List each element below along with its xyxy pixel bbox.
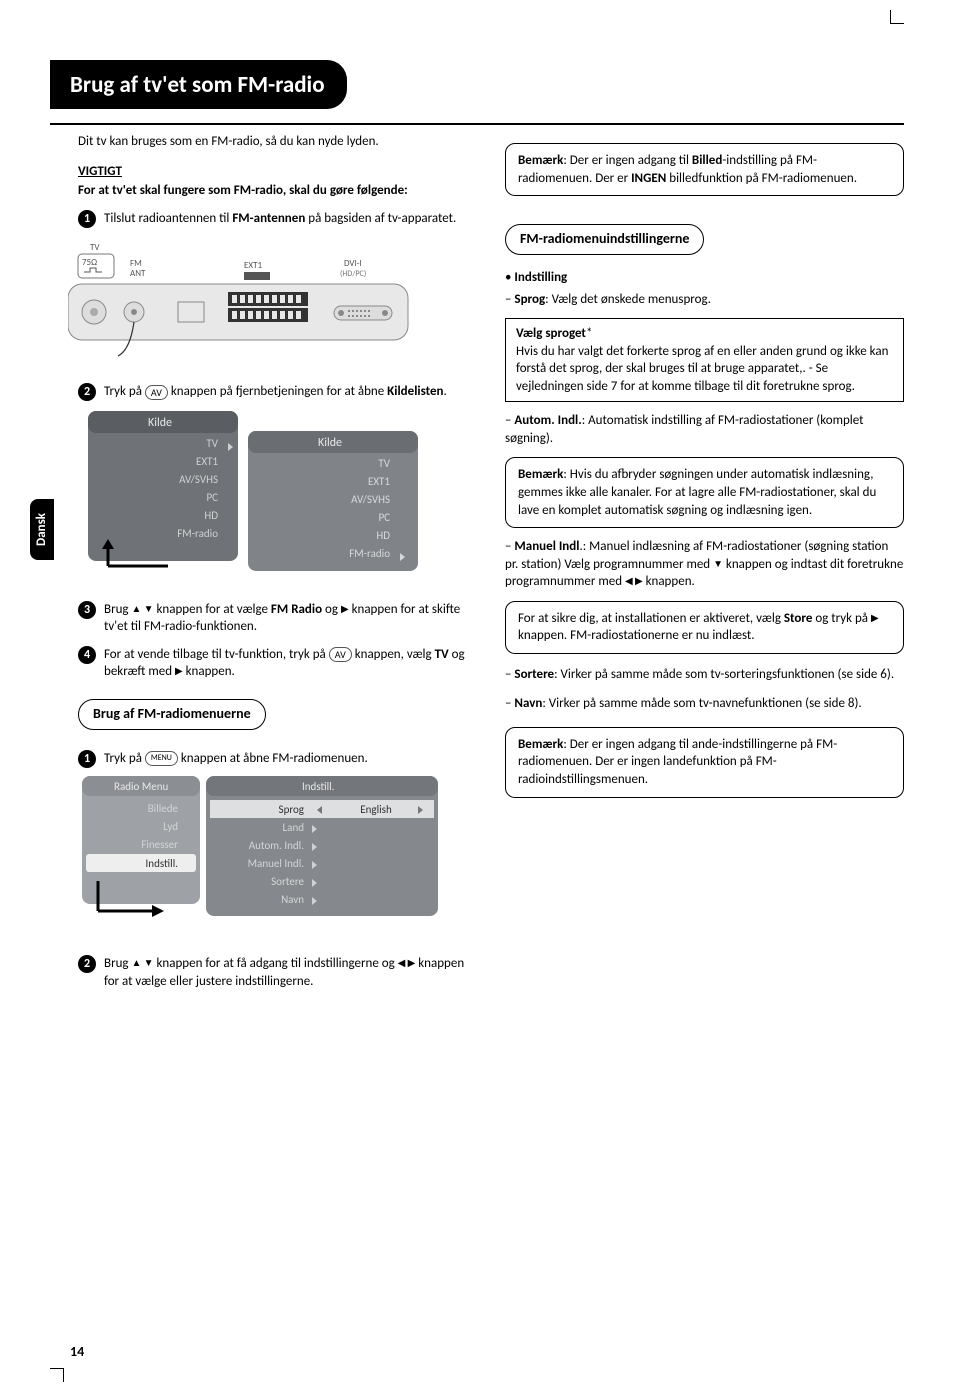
- svg-text:Billede: Billede: [148, 802, 179, 815]
- up-down-icon: ▲ ▼: [132, 956, 154, 969]
- page-number: 14: [70, 1343, 84, 1362]
- section-fm-settings-heading: FM-radiomenuindstillingerne: [505, 224, 704, 255]
- svg-text:Navn: Navn: [281, 893, 304, 906]
- fm-step-1-text: Tryk på MENU knappen at åbne FM-radiomen…: [104, 750, 477, 768]
- crop-mark-bl: [50, 1368, 64, 1382]
- vigtigt-heading: VIGTIGT: [78, 163, 477, 181]
- right-column: Bemærk: Der er ingen adgang til Billed-i…: [505, 133, 904, 990]
- svg-text:Kilde: Kilde: [148, 416, 172, 430]
- svg-text:English: English: [360, 803, 392, 816]
- step-1: 1 Tilslut radioantennen til FM-antennen …: [78, 210, 477, 228]
- step-badge-1: 1: [78, 210, 96, 228]
- step-2-text: Tryk på AV knappen på fjernbetjeningen f…: [104, 383, 477, 401]
- page-title: Brug af tv'et som FM-radio: [50, 60, 347, 109]
- svg-text:(HD/PC): (HD/PC): [340, 269, 366, 279]
- title-rule: [50, 123, 904, 125]
- language-side-tab: Dansk: [30, 499, 54, 560]
- svg-text:PC: PC: [378, 511, 390, 524]
- svg-text:75Ω: 75Ω: [82, 257, 97, 268]
- note-afbryd: Bemærk: Hvis du afbryder søgningen under…: [505, 457, 904, 528]
- right-icon: ▶: [341, 602, 349, 615]
- svg-text:EXT1: EXT1: [368, 475, 390, 488]
- svg-text:TV: TV: [378, 457, 390, 470]
- step-badge-2: 2: [78, 955, 96, 973]
- svg-text:AV/SVHS: AV/SVHS: [351, 493, 390, 506]
- svg-text:Radio Menu: Radio Menu: [114, 780, 168, 793]
- svg-text:AV/SVHS: AV/SVHS: [179, 473, 218, 486]
- sprog-line: – Sprog: Vælg det ønskede menusprog.: [505, 291, 904, 309]
- step-badge-2: 2: [78, 383, 96, 401]
- svg-text:Sortere: Sortere: [271, 875, 304, 888]
- sortere-line: – Sortere: Virker på samme måde som tv-s…: [505, 666, 904, 684]
- svg-text:Indstill.: Indstill.: [146, 857, 179, 870]
- svg-text:Finesser: Finesser: [141, 838, 178, 851]
- step-3-text: Brug ▲ ▼ knappen for at vælge FM Radio o…: [104, 601, 477, 636]
- note-billed: Bemærk: Der er ingen adgang til Billed-i…: [505, 143, 904, 196]
- intro-text: Dit tv kan bruges som en FM-radio, så du…: [78, 133, 477, 151]
- svg-text:EXT1: EXT1: [244, 260, 262, 271]
- fm-step-2: 2 Brug ▲ ▼ knappen for at få adgang til …: [78, 955, 477, 990]
- radio-menu-diagram: Radio Menu Billede Lyd Finesser Indstill…: [78, 776, 477, 942]
- right-icon: ▶: [871, 611, 879, 624]
- kilde-diagram: Kilde TV EXT1 AV/SVHS PC HD FM-radio Kil…: [78, 411, 477, 587]
- note-store: For at sikre dig, at installationen er a…: [505, 601, 904, 654]
- step-2: 2 Tryk på AV knappen på fjernbetjeningen…: [78, 383, 477, 401]
- svg-text:HD: HD: [376, 529, 390, 542]
- svg-text:ANT: ANT: [130, 268, 146, 279]
- down-icon: ▼: [713, 557, 723, 570]
- svg-text:Manuel Indl.: Manuel Indl.: [248, 857, 305, 870]
- navn-line: – Navn: Virker på samme måde som tv-navn…: [505, 695, 904, 713]
- vaelg-sproget-box: Vælg sproget* Hvis du har valgt det fork…: [505, 318, 904, 402]
- fm-step-2-text: Brug ▲ ▼ knappen for at få adgang til in…: [104, 955, 477, 990]
- step-1-text: Tilslut radioantennen til FM-antennen på…: [104, 210, 477, 228]
- label-tv: TV: [90, 242, 100, 253]
- svg-text:FM-radio: FM-radio: [177, 527, 218, 540]
- svg-text:FM-radio: FM-radio: [349, 547, 390, 560]
- svg-text:Indstill.: Indstill.: [302, 780, 335, 793]
- step-badge-3: 3: [78, 601, 96, 619]
- right-icon: ▶: [175, 664, 183, 677]
- autom-line: – Autom. Indl.: Automatisk indstilling a…: [505, 412, 904, 447]
- step-4-text: For at vende tilbage til tv-funktion, tr…: [104, 646, 477, 681]
- menu-key-icon: MENU: [145, 751, 178, 766]
- av-key-icon: AV: [145, 385, 168, 400]
- svg-text:Autom. Indl.: Autom. Indl.: [249, 839, 304, 852]
- fm-step-1: 1 Tryk på MENU knappen at åbne FM-radiom…: [78, 750, 477, 768]
- svg-text:Land: Land: [283, 821, 304, 834]
- note-lande: Bemærk: Der er ingen adgang til ande-ind…: [505, 727, 904, 798]
- svg-text:Lyd: Lyd: [163, 820, 178, 833]
- vigtigt-text: For at tv'et skal fungere som FM-radio, …: [78, 182, 477, 200]
- svg-text:Sprog: Sprog: [279, 803, 304, 816]
- section-fm-menu-heading: Brug af FM-radiomenuerne: [78, 699, 266, 730]
- svg-text:Kilde: Kilde: [318, 436, 342, 450]
- connector-diagram: TV 75Ω FM ANT EXT1 DVI-I (HD/PC): [68, 238, 477, 374]
- up-down-icon: ▲ ▼: [132, 602, 154, 615]
- svg-text:DVI-I: DVI-I: [344, 258, 362, 269]
- manuel-line: – Manuel Indl.: Manuel indlæsning af FM-…: [505, 538, 904, 591]
- svg-text:TV: TV: [206, 437, 218, 450]
- left-right-icon: ◀ ▶: [625, 574, 643, 587]
- left-column: Dit tv kan bruges som en FM-radio, så du…: [50, 133, 477, 990]
- indstilling-bullet: • Indstilling: [505, 269, 904, 287]
- crop-mark-tr: [890, 10, 904, 24]
- svg-text:PC: PC: [206, 491, 218, 504]
- svg-text:EXT1: EXT1: [196, 455, 218, 468]
- av-key-icon: AV: [329, 647, 352, 662]
- left-right-icon: ◀ ▶: [398, 956, 416, 969]
- step-3: 3 Brug ▲ ▼ knappen for at vælge FM Radio…: [78, 601, 477, 636]
- step-4: 4 For at vende tilbage til tv-funktion, …: [78, 646, 477, 681]
- step-badge-1: 1: [78, 750, 96, 768]
- step-badge-4: 4: [78, 646, 96, 664]
- svg-text:HD: HD: [204, 509, 218, 522]
